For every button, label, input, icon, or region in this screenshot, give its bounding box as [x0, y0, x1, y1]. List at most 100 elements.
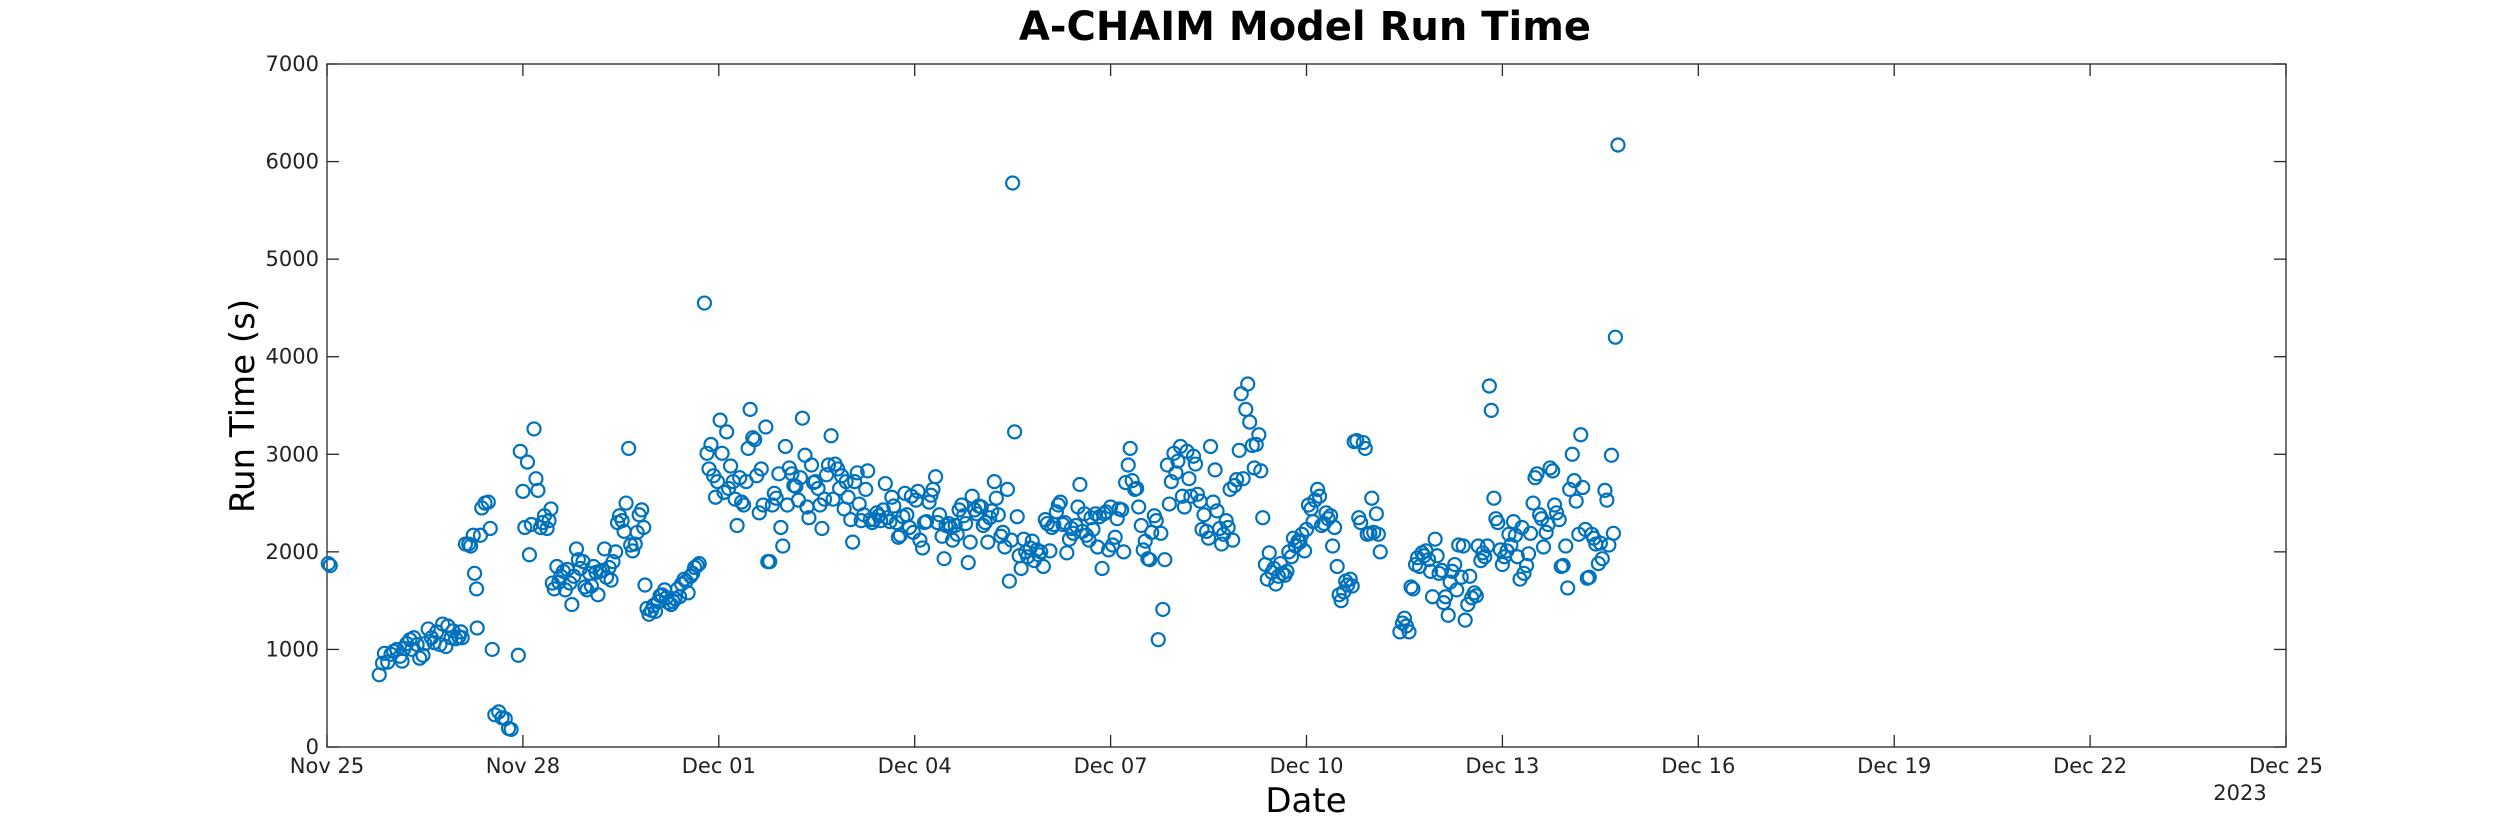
- data-point: [1468, 588, 1484, 604]
- data-point: [618, 495, 634, 511]
- data-point: [986, 474, 1002, 490]
- x-tick-label: Dec 07: [1074, 754, 1148, 778]
- data-point: [680, 585, 696, 601]
- data-point: [1607, 329, 1623, 345]
- data-point: [1364, 490, 1380, 506]
- data-point: [412, 650, 428, 666]
- data-point: [1368, 506, 1384, 522]
- data-point: [801, 510, 817, 526]
- data-point: [636, 519, 652, 536]
- data-point: [1114, 502, 1130, 518]
- data-point: [1052, 494, 1068, 510]
- data-point: [1268, 576, 1284, 592]
- data-point: [751, 505, 767, 521]
- data-point: [742, 401, 758, 418]
- data-point: [1174, 488, 1191, 504]
- data-point: [1599, 492, 1615, 508]
- data-point: [947, 517, 963, 534]
- data-point: [858, 481, 874, 498]
- data-point: [1558, 538, 1574, 554]
- data-point: [539, 520, 555, 537]
- data-point: [1129, 480, 1145, 497]
- data-point: [1120, 457, 1136, 473]
- data-point: [625, 543, 641, 559]
- data-point: [687, 559, 703, 576]
- data-point: [515, 483, 531, 499]
- data-point: [843, 512, 859, 528]
- data-point: [1133, 517, 1149, 534]
- x-tick-label: Nov 25: [290, 754, 364, 778]
- y-tick-label: 5000: [266, 247, 319, 271]
- data-point: [1481, 378, 1497, 394]
- chart-title: A-CHAIM Model Run Time: [1019, 4, 1591, 50]
- data-point: [1555, 557, 1571, 574]
- x-tick-label: Dec 19: [1857, 754, 1931, 778]
- data-point: [1255, 510, 1271, 526]
- data-point: [1434, 562, 1450, 578]
- data-point: [980, 534, 996, 550]
- data-point: [1048, 504, 1065, 520]
- data-point: [590, 587, 606, 603]
- data-point: [1494, 556, 1511, 573]
- data-point: [1516, 565, 1532, 581]
- data-point: [1575, 479, 1591, 496]
- data-point: [621, 440, 637, 457]
- data-point: [1535, 539, 1552, 555]
- data-point: [1551, 512, 1567, 528]
- data-point: [1200, 530, 1217, 546]
- data-point: [709, 474, 726, 490]
- data-point: [1148, 513, 1164, 529]
- data-point: [714, 445, 730, 461]
- plot-area: [326, 63, 2287, 748]
- data-point: [512, 443, 528, 459]
- data-point: [461, 536, 477, 552]
- data-point: [1401, 624, 1417, 640]
- y-tick-label: 6000: [266, 150, 319, 174]
- x-tick-label: Nov 28: [486, 754, 560, 778]
- y-tick-label: 0: [306, 735, 319, 759]
- data-point: [1422, 563, 1439, 579]
- data-point: [1483, 402, 1499, 418]
- data-point: [1005, 175, 1021, 191]
- data-point: [1039, 515, 1055, 532]
- data-point: [707, 489, 724, 505]
- data-point: [1205, 494, 1221, 510]
- data-point: [1124, 473, 1140, 489]
- data-point: [519, 454, 536, 470]
- data-point: [1564, 446, 1580, 462]
- data-point: [468, 581, 485, 597]
- data-point: [927, 469, 944, 485]
- data-point: [816, 491, 833, 507]
- data-point: [1085, 521, 1101, 538]
- data-point: [912, 532, 928, 548]
- data-point: [762, 554, 778, 570]
- data-point: [526, 421, 542, 437]
- data-point: [1311, 488, 1328, 504]
- data-point: [886, 498, 902, 514]
- data-point: [543, 501, 559, 517]
- x-tick-label: Dec 13: [1465, 754, 1539, 778]
- data-point: [1218, 513, 1234, 529]
- data-point: [454, 630, 470, 646]
- data-point: [1307, 492, 1323, 508]
- data-point: [1279, 563, 1295, 579]
- data-point: [523, 516, 539, 533]
- data-point: [1520, 546, 1537, 562]
- data-point: [530, 482, 546, 498]
- data-point: [703, 436, 719, 453]
- data-point: [699, 445, 715, 461]
- data-point: [469, 620, 485, 636]
- x-tick-label: Dec 25: [2249, 754, 2323, 778]
- data-point: [1529, 466, 1545, 482]
- y-tick-label: 2000: [266, 540, 319, 564]
- data-point: [745, 430, 761, 446]
- data-point: [860, 463, 876, 479]
- data-points: [320, 137, 1626, 738]
- data-point: [807, 474, 824, 490]
- data-point: [1116, 544, 1132, 560]
- data-point: [1457, 612, 1473, 628]
- data-point: [1344, 578, 1360, 594]
- data-point: [775, 538, 791, 554]
- data-point: [1372, 544, 1388, 560]
- data-point: [1253, 463, 1269, 479]
